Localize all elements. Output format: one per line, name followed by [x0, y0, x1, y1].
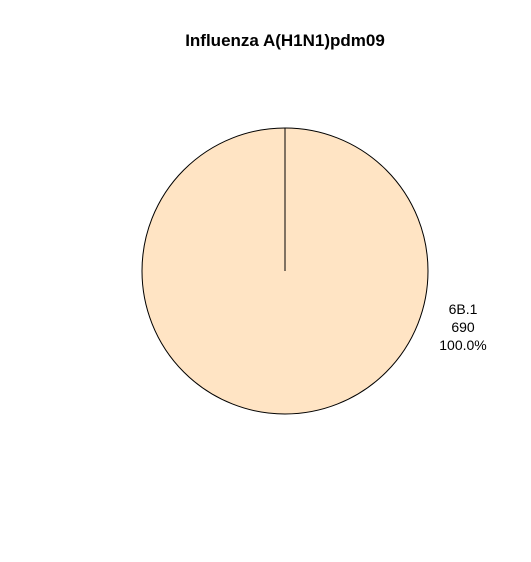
pie-labels: 6B.1 690 100.0%	[439, 301, 486, 353]
slice-label-count: 690	[451, 319, 475, 335]
chart-title: Influenza A(H1N1)pdm09	[185, 31, 385, 50]
slice-label-percent: 100.0%	[439, 337, 486, 353]
slice-label-name: 6B.1	[449, 301, 478, 317]
pie-slices	[141, 127, 429, 415]
